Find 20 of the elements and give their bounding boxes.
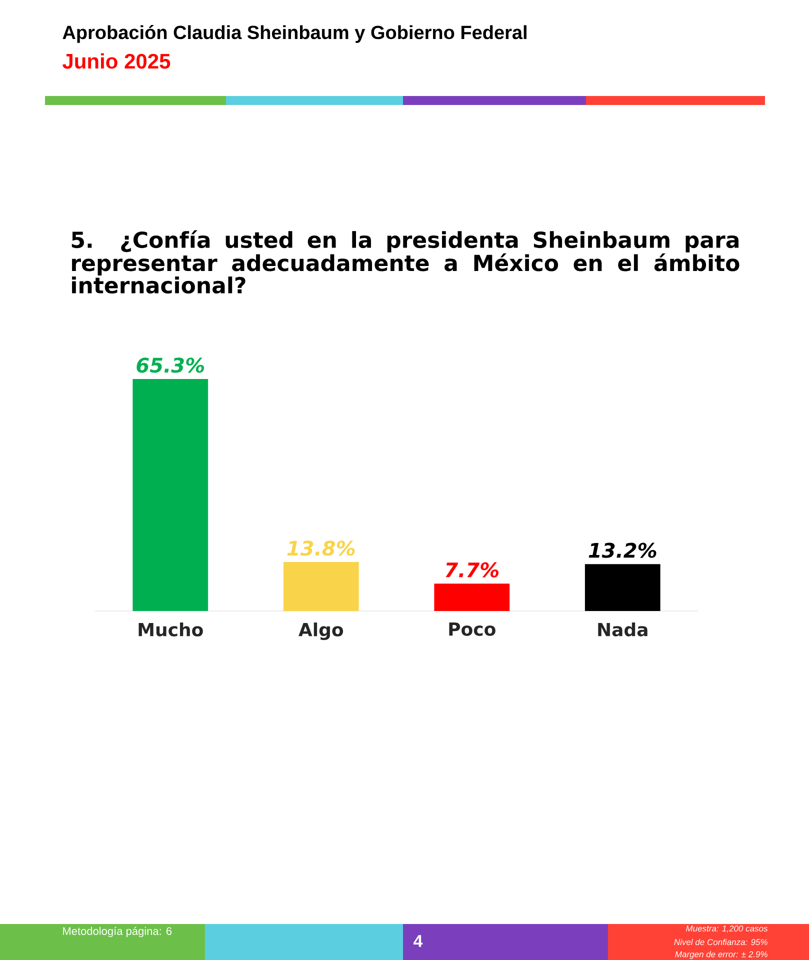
bar [283,562,359,611]
text: Metodología página: 6 [63,926,172,938]
text: Margen de error: ± 2.9% [675,951,768,959]
bar [584,564,660,611]
data-label: 65.3% [136,358,204,373]
x-tick-label: Poco [449,622,496,636]
bar [132,378,208,611]
text: 4 [414,935,423,947]
bar [434,584,510,611]
chart-title: Aprobación Claudia Sheinbaum y Gobierno Federal [62,25,526,43]
x-tick-label: Mucho [138,622,203,636]
text: Nivel de Confianza: 95% [674,938,768,946]
text: 5. ¿Confía usted en la presidenta Sheinbaum para representar adecuadamente a México en el ámbito internacional? [72,230,740,294]
x-tick-label: Nada [598,622,648,636]
text: Muestra: 1,200 casos [686,925,768,933]
data-label: 13.8% [287,540,355,556]
x-tick-label: Algo [298,622,344,640]
data-label: 7.7% [446,562,499,578]
data-label: 13.2% [588,542,656,558]
chart-subtitle: Junio 2025 [62,53,170,69]
